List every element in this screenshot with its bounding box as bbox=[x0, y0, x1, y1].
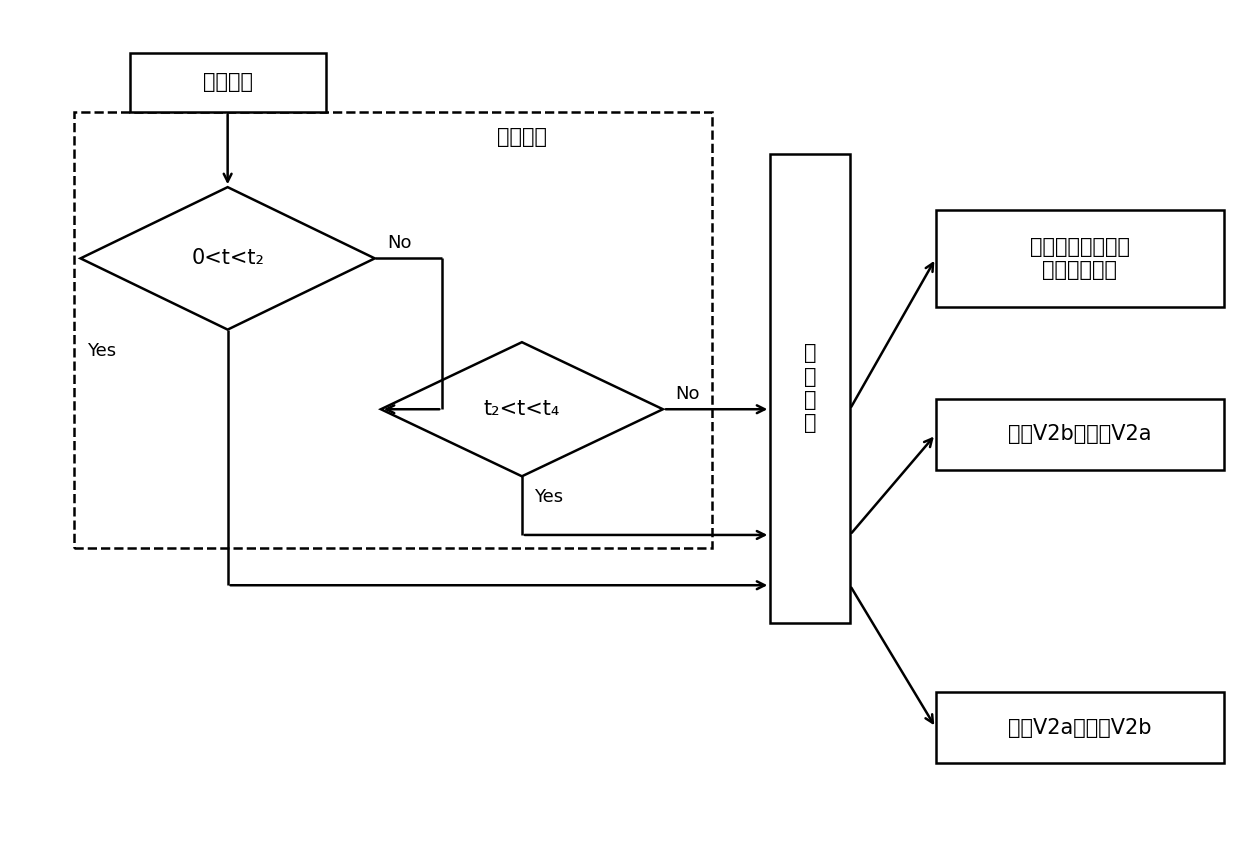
Text: 开启V2a，关闭V2b: 开启V2a，关闭V2b bbox=[1008, 717, 1152, 738]
Text: Yes: Yes bbox=[87, 342, 115, 360]
Text: 计时器置零，并开
始下一次计时: 计时器置零，并开 始下一次计时 bbox=[1029, 237, 1130, 280]
Polygon shape bbox=[381, 343, 663, 476]
Text: 控
制
模
块: 控 制 模 块 bbox=[804, 343, 816, 433]
Text: 开启V2b，关闭V2a: 开启V2b，关闭V2a bbox=[1008, 424, 1152, 445]
Polygon shape bbox=[81, 187, 374, 330]
FancyBboxPatch shape bbox=[936, 692, 1224, 763]
Text: No: No bbox=[675, 385, 699, 403]
Text: 逻辑模块: 逻辑模块 bbox=[497, 127, 547, 147]
Text: 时间信号: 时间信号 bbox=[202, 72, 253, 92]
Text: Yes: Yes bbox=[534, 488, 563, 506]
Text: t₂<t<t₄: t₂<t<t₄ bbox=[484, 400, 560, 419]
FancyBboxPatch shape bbox=[936, 399, 1224, 470]
FancyBboxPatch shape bbox=[936, 210, 1224, 307]
FancyBboxPatch shape bbox=[770, 153, 849, 623]
Text: 0<t<t₂: 0<t<t₂ bbox=[191, 249, 264, 268]
Text: No: No bbox=[387, 234, 412, 252]
FancyBboxPatch shape bbox=[129, 53, 326, 112]
